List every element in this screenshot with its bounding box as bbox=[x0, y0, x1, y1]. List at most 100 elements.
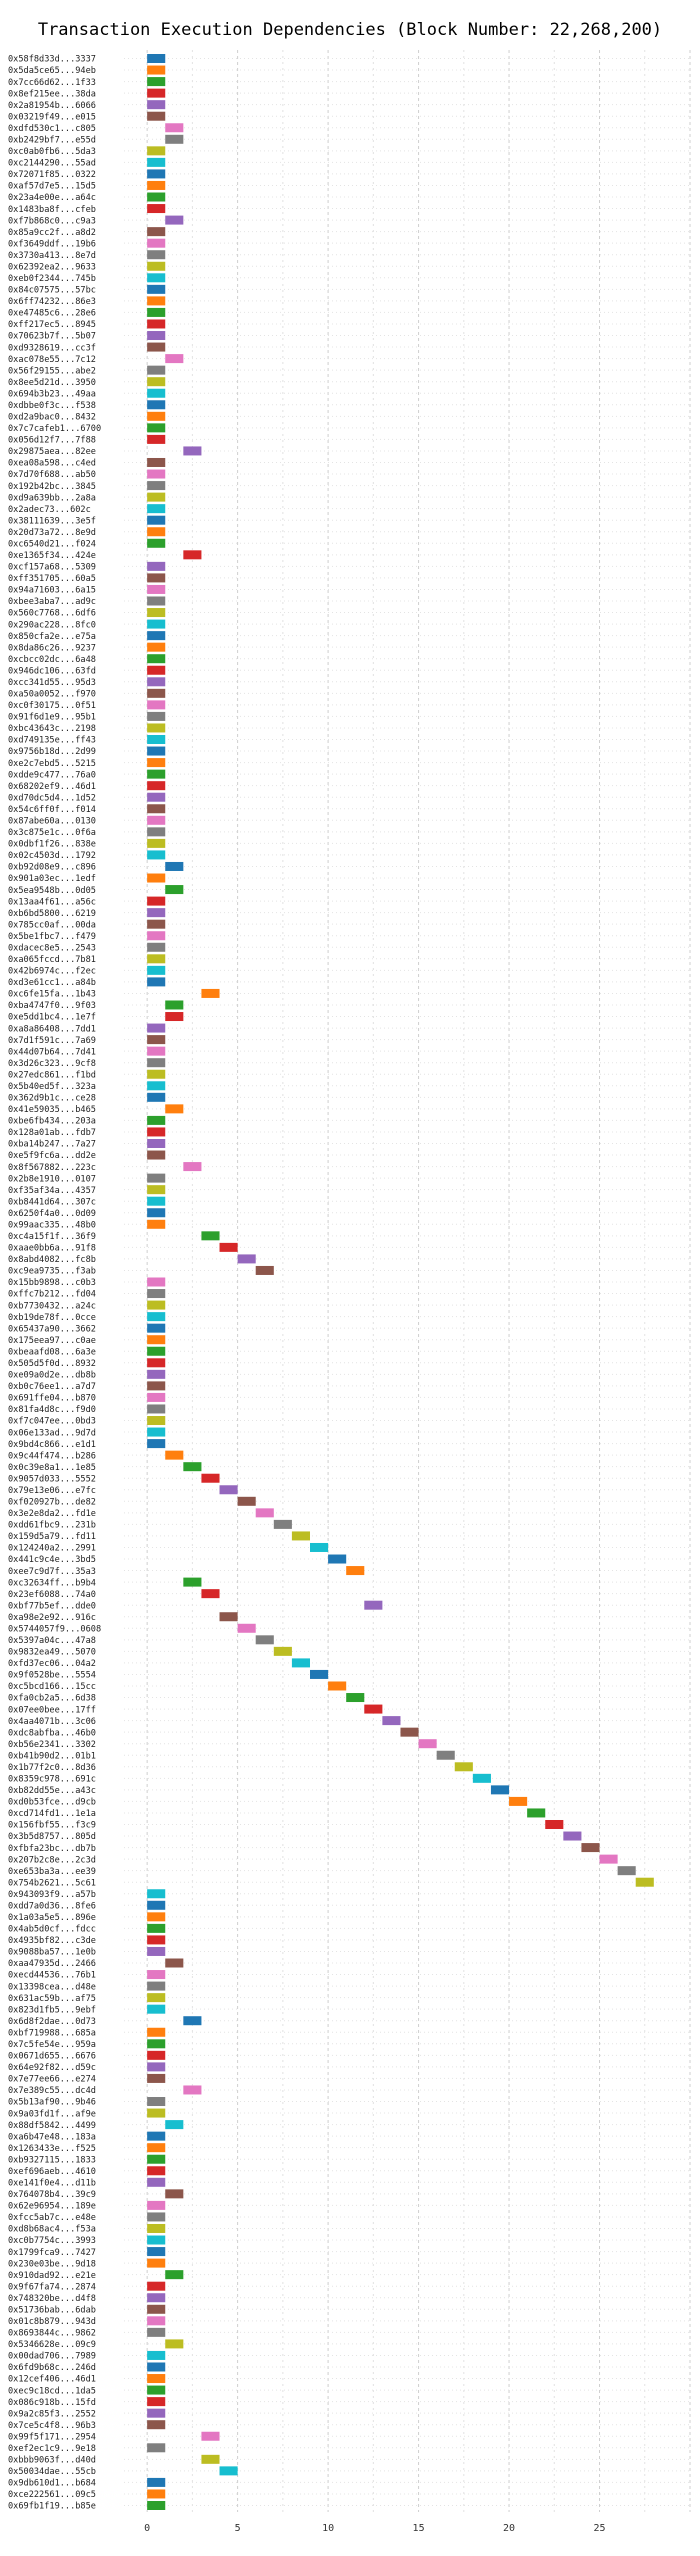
y-tick-label: 0x764078b4...39c9 bbox=[8, 2190, 96, 2200]
y-tick-label: 0x5744057f9...0608 bbox=[8, 1624, 101, 1634]
y-tick-label: 0x7d70f688...ab50 bbox=[8, 470, 96, 480]
y-tick-label: 0x128a01ab...fdb7 bbox=[8, 1128, 96, 1138]
transaction-bar bbox=[291, 1531, 310, 1541]
transaction-bar bbox=[147, 688, 166, 698]
y-tick-label: 0x7c5fe54e...959a bbox=[8, 2040, 96, 2050]
y-tick-label: 0xdfd530c1...c805 bbox=[8, 124, 96, 134]
transaction-bar bbox=[165, 354, 184, 364]
transaction-bar bbox=[509, 1796, 528, 1806]
transaction-bar bbox=[147, 88, 166, 98]
y-tick-label: 0x175eea97...c0ae bbox=[8, 1336, 96, 1346]
y-tick-label: 0x81fa4d8c...f9d0 bbox=[8, 1405, 96, 1415]
transaction-bar bbox=[147, 1023, 166, 1033]
y-tick-label: 0xb41b90d2...01b1 bbox=[8, 1751, 96, 1761]
transaction-bar bbox=[147, 619, 166, 629]
y-tick-label: 0xa065fccd...7b81 bbox=[8, 955, 96, 965]
y-tick-label: 0x230e03be...9d18 bbox=[8, 2259, 96, 2269]
y-tick-label: 0x56f29155...abe2 bbox=[8, 366, 96, 376]
transaction-bar bbox=[147, 2247, 166, 2257]
y-tick-label: 0xd8b68ac4...f53a bbox=[8, 2225, 96, 2235]
y-tick-label: 0xff217ec5...8945 bbox=[8, 320, 96, 330]
transaction-bar bbox=[165, 134, 184, 144]
y-tick-label: 0xe653ba3a...ee39 bbox=[8, 1867, 96, 1877]
y-tick-label: 0xd9a639bb...2a8a bbox=[8, 493, 96, 503]
transaction-bar bbox=[147, 2027, 166, 2037]
y-tick-label: 0x62392ea2...9633 bbox=[8, 262, 96, 272]
transaction-bar bbox=[346, 1693, 365, 1703]
y-tick-label: 0xaf57d7e5...15d5 bbox=[8, 182, 96, 192]
y-tick-label: 0xc2144290...55ad bbox=[8, 159, 96, 169]
transaction-bar bbox=[147, 1912, 166, 1922]
y-tick-label: 0x1a03a5e5...896e bbox=[8, 1913, 96, 1923]
transaction-bar bbox=[165, 861, 184, 871]
transaction-bar bbox=[147, 2073, 166, 2083]
transaction-bar bbox=[147, 1127, 166, 1137]
transaction-bar bbox=[183, 1162, 202, 1172]
transaction-bar bbox=[147, 2004, 166, 2014]
transaction-bar bbox=[147, 515, 166, 525]
y-tick-label: 0x124240a2...2991 bbox=[8, 1544, 96, 1554]
transaction-bar bbox=[147, 608, 166, 618]
y-tick-label: 0x85a9cc2f...a8d2 bbox=[8, 228, 96, 238]
transaction-bar bbox=[183, 550, 202, 560]
transaction-bar bbox=[147, 273, 166, 283]
y-tick-label: 0x03219f49...e015 bbox=[8, 112, 96, 122]
y-tick-label: 0x5b40ed5f...323a bbox=[8, 1082, 96, 1092]
y-tick-label: 0x5346628e...09c9 bbox=[8, 2340, 96, 2350]
y-tick-label: 0x06e133ad...9d7d bbox=[8, 1428, 96, 1438]
transaction-bar bbox=[165, 1000, 184, 1010]
transaction-bar bbox=[147, 1219, 166, 1229]
y-tick-label: 0xff351705...60a5 bbox=[8, 574, 96, 584]
y-tick-label: 0xdd61fbc9...231b bbox=[8, 1521, 96, 1531]
y-tick-label: 0x0c39e8a1...1e85 bbox=[8, 1463, 96, 1473]
transaction-bar bbox=[183, 2016, 202, 2026]
transaction-bar bbox=[147, 1035, 166, 1045]
y-tick-label: 0x15bb9898...c0b3 bbox=[8, 1278, 96, 1288]
y-tick-label: 0x290ac228...8fc0 bbox=[8, 620, 96, 630]
y-tick-label: 0x87abe60a...0130 bbox=[8, 817, 96, 827]
y-tick-label: 0x6ff74232...86e3 bbox=[8, 297, 96, 307]
y-tick-label: 0x9c44f474...b286 bbox=[8, 1451, 96, 1461]
transaction-bar bbox=[183, 2085, 202, 2095]
transaction-bar bbox=[147, 2316, 166, 2326]
transaction-bar bbox=[147, 642, 166, 652]
y-tick-label: 0x192b42bc...3845 bbox=[8, 482, 96, 492]
transaction-bar bbox=[147, 1381, 166, 1391]
transaction-bar bbox=[147, 2108, 166, 2118]
transaction-bar bbox=[201, 1589, 220, 1599]
transaction-bar bbox=[436, 1750, 455, 1760]
transaction-bar bbox=[201, 1231, 220, 1241]
y-tick-label: 0xb56e2341...3302 bbox=[8, 1740, 96, 1750]
transaction-bar bbox=[310, 1669, 329, 1679]
transaction-bar bbox=[147, 711, 166, 721]
y-tick-label: 0xc0ab0fb6...5da3 bbox=[8, 147, 96, 157]
transaction-bar bbox=[147, 2166, 166, 2176]
y-tick-label: 0xecd44536...76b1 bbox=[8, 1971, 96, 1981]
y-tick-label: 0xcbcc02dc...6a48 bbox=[8, 655, 96, 665]
transaction-bar bbox=[147, 769, 166, 779]
y-tick-label: 0x8ee5d21d...3950 bbox=[8, 378, 96, 388]
y-tick-label: 0x50034dae...55cb bbox=[8, 2467, 96, 2477]
y-tick-label: 0x691ffe04...b870 bbox=[8, 1394, 96, 1404]
transaction-bar bbox=[255, 1508, 274, 1518]
transaction-bar bbox=[147, 527, 166, 537]
grid-layer bbox=[124, 50, 691, 2512]
y-tick-label: 0x5ea9548b...0d05 bbox=[8, 886, 96, 896]
y-tick-label: 0x64e92f82...d59c bbox=[8, 2063, 96, 2073]
x-tick-label: 10 bbox=[322, 2523, 334, 2534]
transaction-bar bbox=[165, 2270, 184, 2280]
y-tick-label: 0x29875aea...82ee bbox=[8, 447, 96, 457]
y-tick-label: 0x00dad706...7989 bbox=[8, 2352, 96, 2362]
transaction-bar bbox=[273, 1646, 292, 1656]
y-tick-label: 0x943093f9...a57b bbox=[8, 1890, 96, 1900]
y-tick-label: 0xb2429bf7...e55d bbox=[8, 135, 96, 145]
y-tick-label: 0xc6fe15fa...1b43 bbox=[8, 990, 96, 1000]
y-tick-label: 0x7e389c55...dc4d bbox=[8, 2086, 96, 2096]
transaction-bar bbox=[364, 1600, 383, 1610]
y-tick-label: 0xa98e2e92...916c bbox=[8, 1613, 96, 1623]
transaction-bar bbox=[183, 1577, 202, 1587]
y-tick-label: 0x3c875e1c...0f6a bbox=[8, 828, 96, 838]
y-tick-label: 0xf3649ddf...19b6 bbox=[8, 239, 96, 249]
transaction-bar bbox=[147, 815, 166, 825]
y-tick-label: 0x3730a413...8e7d bbox=[8, 251, 96, 261]
